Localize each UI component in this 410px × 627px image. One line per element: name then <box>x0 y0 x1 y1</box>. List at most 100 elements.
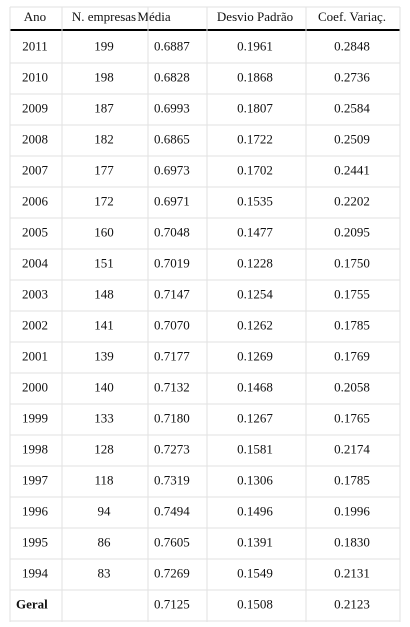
cell: 1998 <box>22 441 48 456</box>
cell: 0.1254 <box>237 286 273 301</box>
cell: 0.1722 <box>237 131 273 146</box>
cell: 128 <box>94 441 114 456</box>
cell: 0.7319 <box>154 472 190 487</box>
cell: 0.1581 <box>237 441 273 456</box>
cell: 0.1477 <box>237 224 273 239</box>
cell: 0.2131 <box>334 565 370 580</box>
cell: 0.1267 <box>237 410 273 425</box>
cell: 0.7180 <box>154 410 190 425</box>
cell: 2008 <box>22 131 48 146</box>
cell: 0.2509 <box>334 131 370 146</box>
cell: 0.1262 <box>237 317 273 332</box>
cell: 0.7605 <box>154 534 190 549</box>
cell: 0.1508 <box>237 596 273 611</box>
cell: 160 <box>94 224 114 239</box>
cell: 0.1868 <box>237 69 273 84</box>
cell: 0.1306 <box>237 472 273 487</box>
cell: 0.6993 <box>154 100 190 115</box>
cell: 0.1269 <box>237 348 273 363</box>
cell: 118 <box>94 472 113 487</box>
cell: 133 <box>94 410 114 425</box>
cell: 0.6865 <box>154 131 190 146</box>
cell: 0.2058 <box>334 379 370 394</box>
cell: 0.7070 <box>154 317 190 332</box>
cell: 0.1755 <box>334 286 370 301</box>
cell: 2009 <box>22 100 48 115</box>
header-cell: Desvio Padrão <box>217 9 293 24</box>
cell: 2006 <box>22 193 49 208</box>
cell: 0.6887 <box>154 38 190 53</box>
cell: 1996 <box>22 503 49 518</box>
cell: 187 <box>94 100 114 115</box>
cell: 0.1765 <box>334 410 370 425</box>
cell: 0.1785 <box>334 317 370 332</box>
header-cell: Média <box>137 9 170 24</box>
cell: 148 <box>94 286 114 301</box>
cell: 0.1702 <box>237 162 273 177</box>
cell: 199 <box>94 38 114 53</box>
cell: 83 <box>98 565 111 580</box>
cell: Geral <box>16 596 48 611</box>
cell: 0.1468 <box>237 379 273 394</box>
cell: 2000 <box>22 379 48 394</box>
cell: 198 <box>94 69 114 84</box>
cell: 1994 <box>22 565 49 580</box>
cell: 2002 <box>22 317 48 332</box>
cell: 0.1996 <box>334 503 370 518</box>
cell: 0.1750 <box>334 255 370 270</box>
cell: 0.7019 <box>154 255 190 270</box>
cell: 0.2095 <box>334 224 370 239</box>
cell: 172 <box>94 193 114 208</box>
cell: 141 <box>94 317 114 332</box>
cell: 0.6828 <box>154 69 190 84</box>
cell: 0.2848 <box>334 38 370 53</box>
cell: 139 <box>94 348 114 363</box>
cell: 94 <box>98 503 112 518</box>
cell: 1997 <box>22 472 49 487</box>
cell: 0.1496 <box>237 503 273 518</box>
cell: 0.2123 <box>334 596 370 611</box>
header-cell: N. empresas <box>72 9 136 24</box>
cell: 151 <box>94 255 114 270</box>
cell: 0.1785 <box>334 472 370 487</box>
cell: 0.2174 <box>334 441 370 456</box>
cell: 0.2584 <box>334 100 370 115</box>
cell: 0.2736 <box>334 69 370 84</box>
cell: 0.6973 <box>154 162 190 177</box>
cell: 0.7132 <box>154 379 190 394</box>
cell: 0.2202 <box>334 193 370 208</box>
cell: 2004 <box>22 255 49 270</box>
cell: 1999 <box>22 410 48 425</box>
cell: 1995 <box>22 534 48 549</box>
cell: 0.7125 <box>154 596 190 611</box>
cell: 2010 <box>22 69 48 84</box>
cell: 2011 <box>22 38 48 53</box>
cell: 2003 <box>22 286 48 301</box>
cell: 2005 <box>22 224 48 239</box>
cell: 140 <box>94 379 114 394</box>
cell: 0.7177 <box>154 348 190 363</box>
cell: 0.1549 <box>237 565 273 580</box>
cell: 0.1807 <box>237 100 273 115</box>
cell: 0.1228 <box>237 255 273 270</box>
cell: 0.7273 <box>154 441 190 456</box>
cell: 0.7048 <box>154 224 190 239</box>
header-cell: Ano <box>24 9 46 24</box>
cell: 0.1535 <box>237 193 273 208</box>
cell: 177 <box>94 162 114 177</box>
cell: 0.2441 <box>334 162 370 177</box>
cell: 0.1391 <box>237 534 273 549</box>
cell: 0.7269 <box>154 565 190 580</box>
header-cell: Coef. Variaç. <box>318 9 386 24</box>
cell: 0.6971 <box>154 193 190 208</box>
cell: 86 <box>98 534 112 549</box>
cell: 2007 <box>22 162 49 177</box>
cell: 182 <box>94 131 114 146</box>
cell: 0.1830 <box>334 534 370 549</box>
cell: 0.1769 <box>334 348 370 363</box>
cell: 2001 <box>22 348 48 363</box>
cell: 0.1961 <box>237 38 273 53</box>
cell: 0.7147 <box>154 286 190 301</box>
cell: 0.7494 <box>154 503 190 518</box>
